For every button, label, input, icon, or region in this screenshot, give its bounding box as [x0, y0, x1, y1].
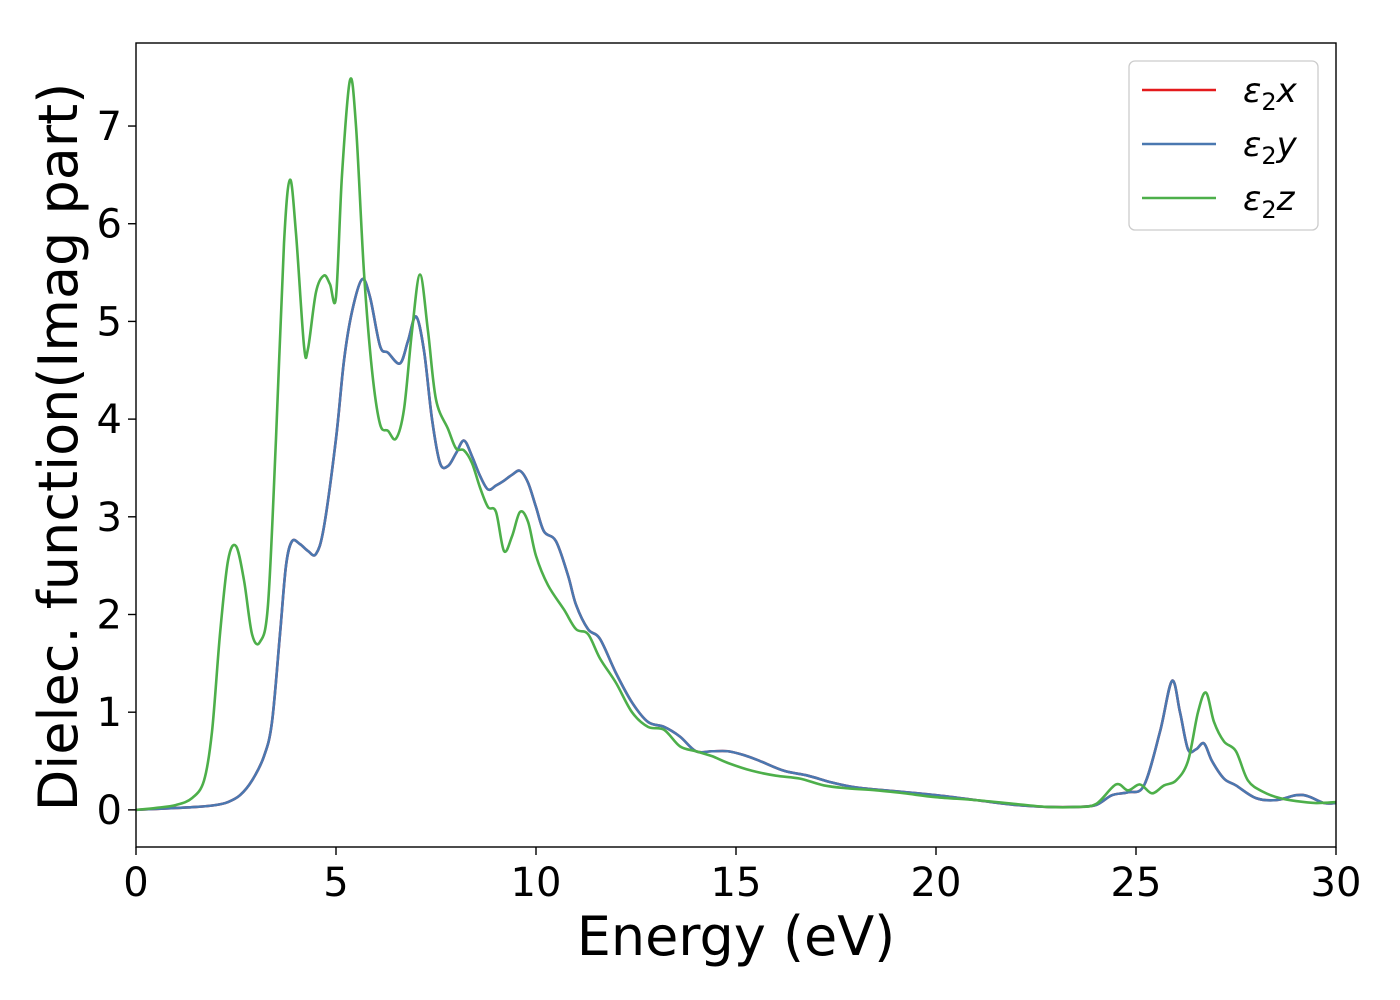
- plot-lines: [135, 77, 1337, 812]
- x-tick-label: 10: [511, 860, 562, 906]
- y-axis: 0 1 2 3 4 5 6 7: [97, 104, 136, 834]
- y-tick-label: 0: [97, 788, 122, 834]
- x-tick-label: 0: [123, 860, 148, 906]
- y-tick-label: 1: [97, 690, 122, 736]
- y-axis-title: Dielec. function(Imag part): [27, 83, 90, 812]
- y-tick-label: 6: [97, 202, 122, 248]
- x-tick-label: 20: [911, 860, 962, 906]
- legend-label-y: ε2y: [1243, 125, 1298, 170]
- y-tick-label: 5: [97, 299, 122, 345]
- y-tick-label: 2: [97, 592, 122, 638]
- series-line-z: [135, 77, 1337, 812]
- x-tick-label: 25: [1111, 860, 1162, 906]
- x-axis-title: Energy (eV): [577, 905, 896, 968]
- legend-box: [1128, 60, 1319, 231]
- y-tick-label: 3: [97, 495, 122, 541]
- legend-label-x: ε2x: [1243, 71, 1298, 116]
- legend: ε2x ε2y ε2z: [1128, 60, 1319, 231]
- series-line-y: [135, 277, 1337, 812]
- x-tick-label: 15: [711, 860, 762, 906]
- x-axis: 0 5 10 15 20 25 30: [123, 847, 1361, 906]
- y-tick-label: 4: [97, 397, 122, 443]
- legend-label-z: ε2z: [1243, 179, 1296, 224]
- x-tick-label: 5: [323, 860, 348, 906]
- x-tick-label: 30: [1311, 860, 1362, 906]
- y-tick-label: 7: [97, 104, 122, 150]
